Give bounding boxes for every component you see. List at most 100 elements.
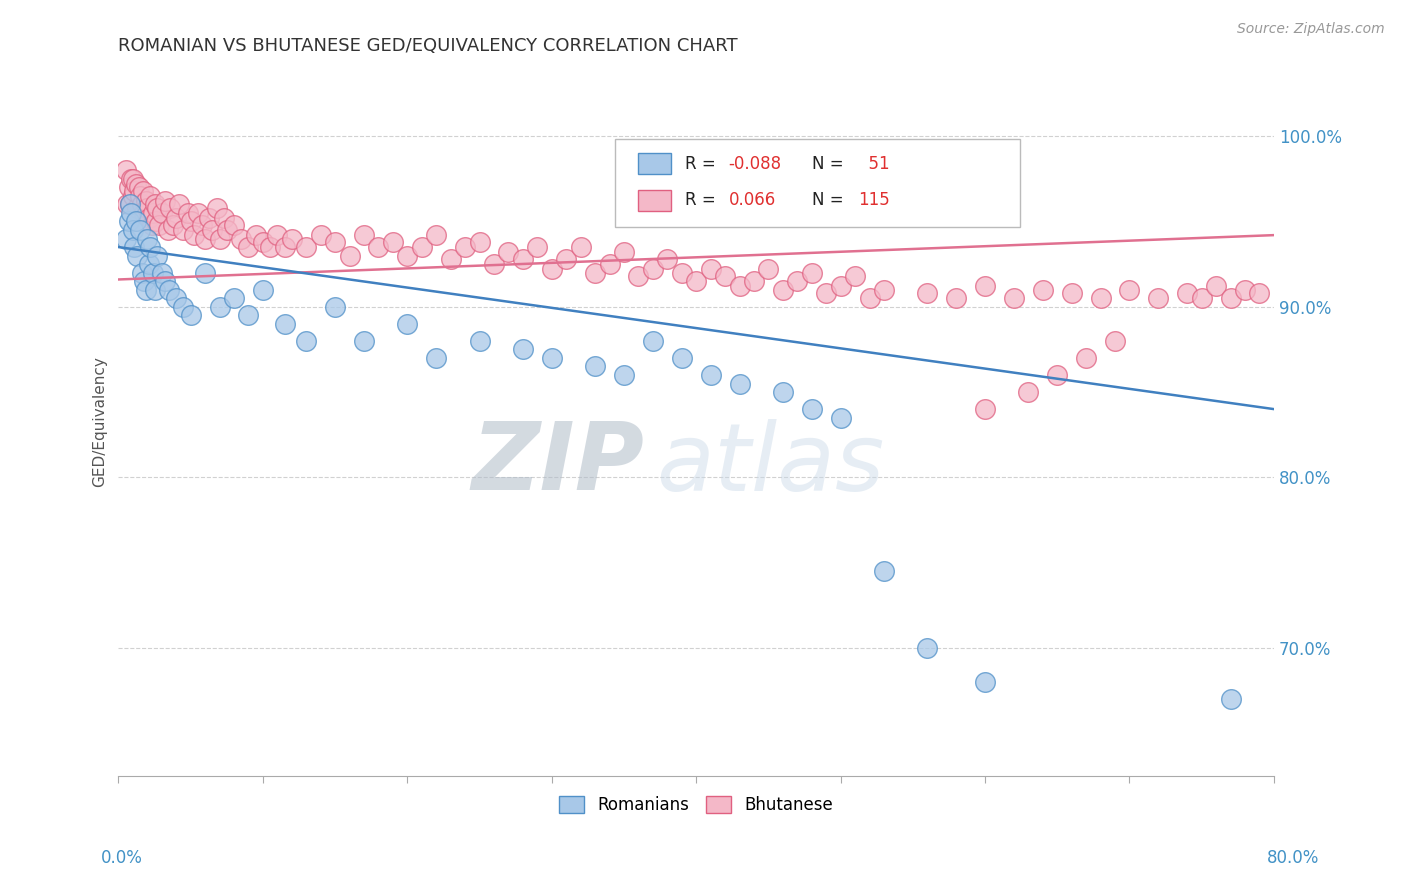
Point xyxy=(259,240,281,254)
Point xyxy=(858,291,880,305)
Point xyxy=(945,291,967,305)
Point xyxy=(165,291,187,305)
Point xyxy=(142,266,165,280)
Point xyxy=(1060,286,1083,301)
Text: 0.0%: 0.0% xyxy=(101,849,143,867)
Point xyxy=(699,368,721,382)
Point xyxy=(124,240,146,254)
Point xyxy=(281,231,304,245)
Point xyxy=(671,351,693,365)
Point xyxy=(1249,286,1271,301)
Point xyxy=(468,334,491,348)
Point xyxy=(309,228,332,243)
Point xyxy=(974,402,997,417)
Point xyxy=(1017,385,1039,400)
Point xyxy=(208,231,231,245)
Point xyxy=(118,197,141,211)
Point xyxy=(974,675,997,690)
Point xyxy=(613,245,636,260)
Point xyxy=(353,228,375,243)
Point xyxy=(156,223,179,237)
Point xyxy=(136,201,159,215)
Point xyxy=(143,197,166,211)
Point xyxy=(245,228,267,243)
Point xyxy=(127,201,149,215)
Point xyxy=(134,274,156,288)
Point xyxy=(728,376,751,391)
Point xyxy=(165,211,187,225)
Point xyxy=(1104,334,1126,348)
Point xyxy=(129,223,152,237)
Point xyxy=(114,231,136,245)
Point xyxy=(120,171,142,186)
Text: 115: 115 xyxy=(858,192,890,210)
Point xyxy=(138,211,160,225)
Point xyxy=(115,197,138,211)
Point xyxy=(127,249,149,263)
Point xyxy=(844,268,866,283)
Point xyxy=(323,300,346,314)
Point xyxy=(198,211,221,225)
Point xyxy=(194,231,217,245)
Point xyxy=(222,218,245,232)
Point xyxy=(114,163,136,178)
Point xyxy=(141,218,163,232)
Point xyxy=(295,240,318,254)
Point xyxy=(641,334,664,348)
Point xyxy=(118,197,141,211)
Point xyxy=(157,283,180,297)
Point xyxy=(180,214,202,228)
Point xyxy=(728,279,751,293)
Point xyxy=(468,235,491,249)
Point xyxy=(699,262,721,277)
Point xyxy=(540,351,562,365)
Point xyxy=(800,402,823,417)
Point xyxy=(222,291,245,305)
Point xyxy=(599,257,621,271)
Point xyxy=(1147,291,1170,305)
Point xyxy=(830,279,852,293)
Legend: Romanians, Bhutanese: Romanians, Bhutanese xyxy=(553,789,839,821)
Point xyxy=(641,262,664,277)
Point xyxy=(139,189,162,203)
Point xyxy=(194,266,217,280)
Point xyxy=(974,279,997,293)
Point xyxy=(685,274,707,288)
Point xyxy=(583,359,606,374)
Point xyxy=(136,231,159,245)
Point xyxy=(295,334,318,348)
Point xyxy=(124,184,146,198)
Point xyxy=(555,252,578,266)
Point xyxy=(758,262,780,277)
Point xyxy=(800,266,823,280)
Point xyxy=(526,240,548,254)
Point xyxy=(540,262,562,277)
Point xyxy=(425,351,447,365)
Point xyxy=(1191,291,1213,305)
Y-axis label: GED/Equivalency: GED/Equivalency xyxy=(93,357,107,487)
Point xyxy=(129,189,152,203)
Point xyxy=(167,197,190,211)
Point xyxy=(367,240,389,254)
Point xyxy=(146,201,169,215)
Point xyxy=(191,218,214,232)
Point xyxy=(201,223,224,237)
Text: N =: N = xyxy=(811,192,849,210)
Point xyxy=(830,410,852,425)
Point xyxy=(131,197,153,211)
Point xyxy=(1175,286,1198,301)
Point xyxy=(917,286,939,301)
Point xyxy=(742,274,765,288)
Point xyxy=(1032,283,1054,297)
Point xyxy=(148,218,170,232)
Text: R =: R = xyxy=(685,192,721,210)
Text: atlas: atlas xyxy=(655,419,884,510)
Point xyxy=(657,252,679,266)
Point xyxy=(150,206,173,220)
Point xyxy=(1002,291,1025,305)
Point xyxy=(172,223,194,237)
Point xyxy=(162,218,184,232)
Point xyxy=(482,257,505,271)
Point xyxy=(122,223,145,237)
Text: Source: ZipAtlas.com: Source: ZipAtlas.com xyxy=(1237,22,1385,37)
